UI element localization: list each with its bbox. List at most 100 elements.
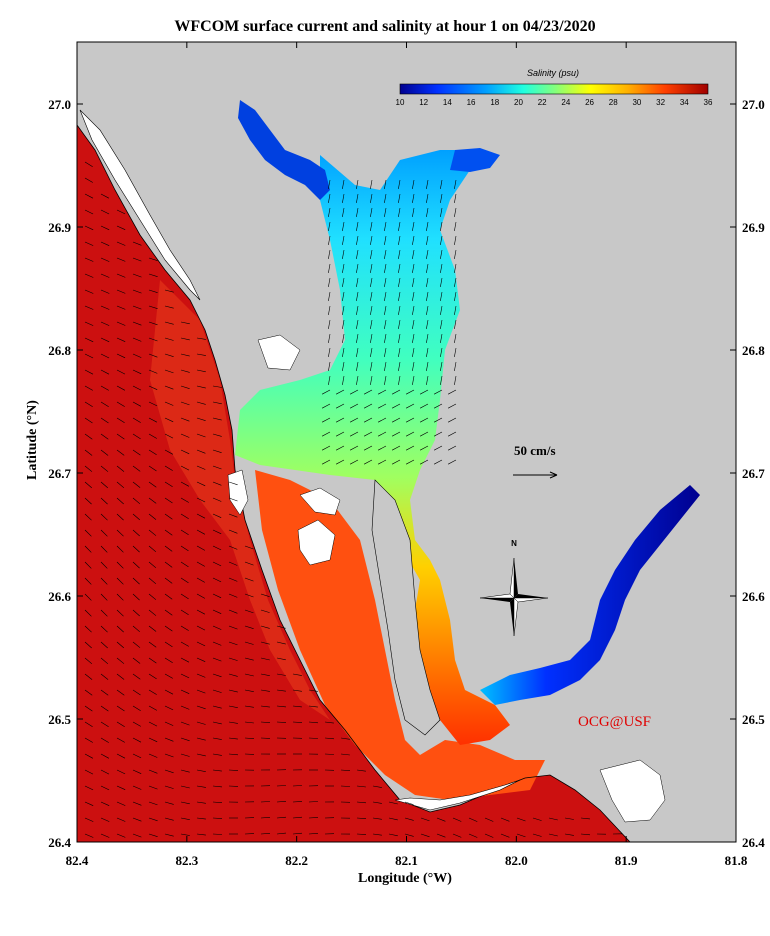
current-vector (419, 459, 429, 465)
current-vector (180, 817, 190, 820)
current-vector (363, 389, 373, 395)
x-tick-label: 82.4 (66, 853, 89, 868)
charlotte-harbor (235, 150, 510, 745)
current-vector (356, 179, 359, 189)
current-vector (356, 207, 359, 217)
current-vector (433, 445, 443, 451)
colorbar-tick-label: 28 (609, 98, 618, 107)
current-vector (84, 641, 92, 649)
current-vector (100, 401, 109, 407)
current-vector (454, 179, 457, 189)
current-vector (370, 305, 373, 315)
current-vector (426, 333, 429, 343)
current-vector (132, 641, 141, 648)
current-vector (228, 769, 239, 771)
current-vector (84, 497, 92, 505)
current-vector (349, 417, 359, 423)
y-tick-label: 26.5 (48, 712, 71, 727)
current-vector (116, 817, 126, 822)
current-vector (440, 235, 443, 245)
current-vector (116, 305, 126, 310)
current-vector (116, 833, 126, 838)
current-vector (196, 817, 206, 820)
current-vector (116, 625, 124, 633)
current-vector (324, 721, 334, 724)
current-vector (384, 263, 387, 273)
current-vector (356, 249, 359, 259)
current-vector (196, 337, 206, 340)
current-vector (100, 353, 110, 359)
map-title: WFCOM surface current and salinity at ho… (174, 18, 596, 35)
current-vector (398, 319, 401, 329)
current-vector (100, 545, 108, 553)
current-vector (228, 545, 238, 550)
current-vector (377, 459, 387, 465)
current-vector (100, 433, 109, 440)
colorbar-tick-label: 34 (680, 98, 689, 107)
current-vector (404, 801, 414, 805)
current-vector (405, 403, 415, 409)
current-vector (84, 209, 94, 215)
current-vector (100, 337, 110, 343)
island-cluster-1 (297, 519, 336, 566)
current-vector (100, 801, 110, 806)
current-vector (370, 263, 373, 273)
current-vector (548, 833, 558, 837)
current-vector (212, 481, 222, 486)
current-vector (116, 609, 124, 617)
current-vector (212, 577, 222, 583)
current-vector (100, 593, 108, 601)
current-vector (180, 481, 190, 487)
current-vector (84, 785, 94, 791)
colorbar-tick-label: 12 (419, 98, 428, 107)
current-vector (412, 291, 415, 301)
current-vector (148, 545, 157, 553)
credit-label: OCG@USF (578, 714, 651, 730)
current-vector (132, 673, 141, 680)
current-vector (454, 207, 457, 217)
current-vector (196, 673, 206, 678)
current-vector (321, 389, 331, 395)
current-vector (468, 833, 478, 838)
current-vector (260, 801, 271, 803)
current-vector (454, 235, 457, 245)
current-vector (180, 433, 190, 438)
current-vector (340, 753, 350, 756)
x-tick-label: 82.1 (395, 853, 418, 868)
current-vector (356, 375, 359, 385)
current-vector (180, 545, 189, 552)
current-vector (356, 235, 359, 245)
current-vector (148, 705, 158, 711)
current-vector (100, 657, 109, 665)
current-vector (335, 417, 345, 423)
current-vector (440, 305, 443, 315)
current-vector (412, 221, 415, 231)
current-vector (260, 833, 271, 835)
current-vector (164, 401, 174, 406)
current-vector (196, 641, 206, 647)
colorbar-tick-label: 26 (585, 98, 594, 107)
current-vector (100, 817, 110, 822)
current-vector (132, 449, 141, 456)
current-vector (244, 593, 254, 598)
current-vector (116, 561, 124, 569)
barrier-islands (79, 109, 201, 301)
current-vector (468, 817, 478, 822)
current-vector (84, 577, 92, 585)
current-vector (148, 481, 157, 488)
current-vector (116, 433, 125, 440)
current-vector (440, 375, 443, 385)
island-cluster-3 (227, 469, 249, 516)
current-vector (148, 641, 157, 648)
current-vector (116, 385, 126, 391)
current-vector (148, 353, 158, 358)
current-vector (580, 817, 591, 820)
current-vector (84, 529, 92, 537)
current-vector (100, 289, 110, 294)
current-vector (148, 385, 158, 390)
current-vector (132, 481, 141, 488)
current-vector (328, 305, 331, 315)
current-vector (116, 289, 126, 294)
current-vector (84, 545, 92, 553)
current-vector (244, 721, 254, 724)
